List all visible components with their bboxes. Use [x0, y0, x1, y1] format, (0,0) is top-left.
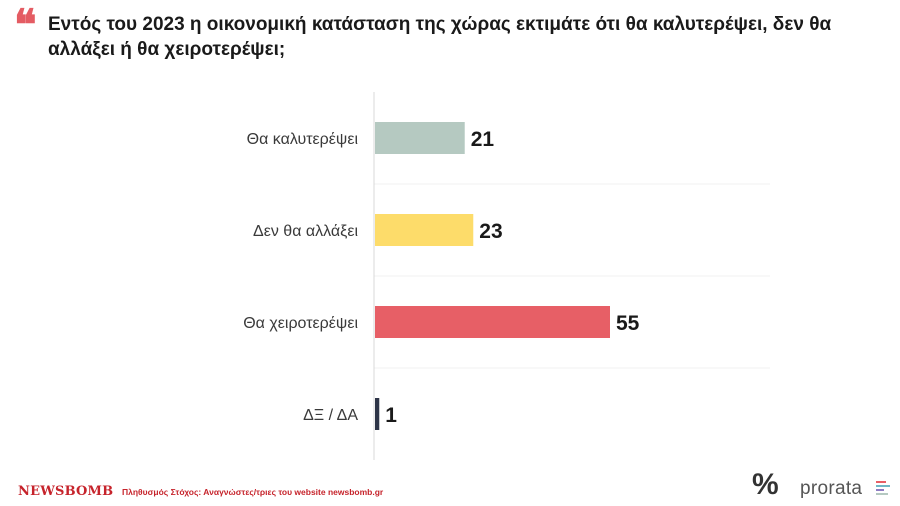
category-label: Θα καλυτερέψει [247, 131, 359, 148]
prorata-bars-icon [876, 481, 890, 497]
category-label: Δεν θα αλλάξει [253, 223, 358, 240]
target-population-note: Πληθυσμός Στόχος: Αναγνώστες/τριες του w… [122, 487, 384, 497]
bar [375, 398, 380, 430]
bars [375, 122, 610, 430]
value-label: 55 [616, 312, 640, 335]
labels: Θα καλυτερέψει 21 Δεν θα αλλάξει 23 Θα χειρο… [243, 128, 639, 427]
percent-logo-icon: % [752, 468, 779, 501]
prorata-logo: prorata [800, 478, 863, 499]
bar [375, 122, 465, 154]
bar [375, 214, 474, 246]
category-label: Θα χειροτερέψει [243, 315, 358, 332]
newsbomb-logo: NEWSBOMB [18, 484, 114, 499]
grid-lines [374, 183, 770, 369]
chart-title: Εντός του 2023 η οικονομική κατάσταση τη… [48, 14, 832, 60]
category-label: ΔΞ / ΔΑ [303, 407, 358, 424]
quote-mark-icon: ❝ [14, 0, 37, 49]
value-label: 21 [471, 128, 495, 151]
value-label: 23 [479, 220, 502, 243]
bar [375, 306, 610, 338]
value-label: 1 [385, 404, 397, 427]
